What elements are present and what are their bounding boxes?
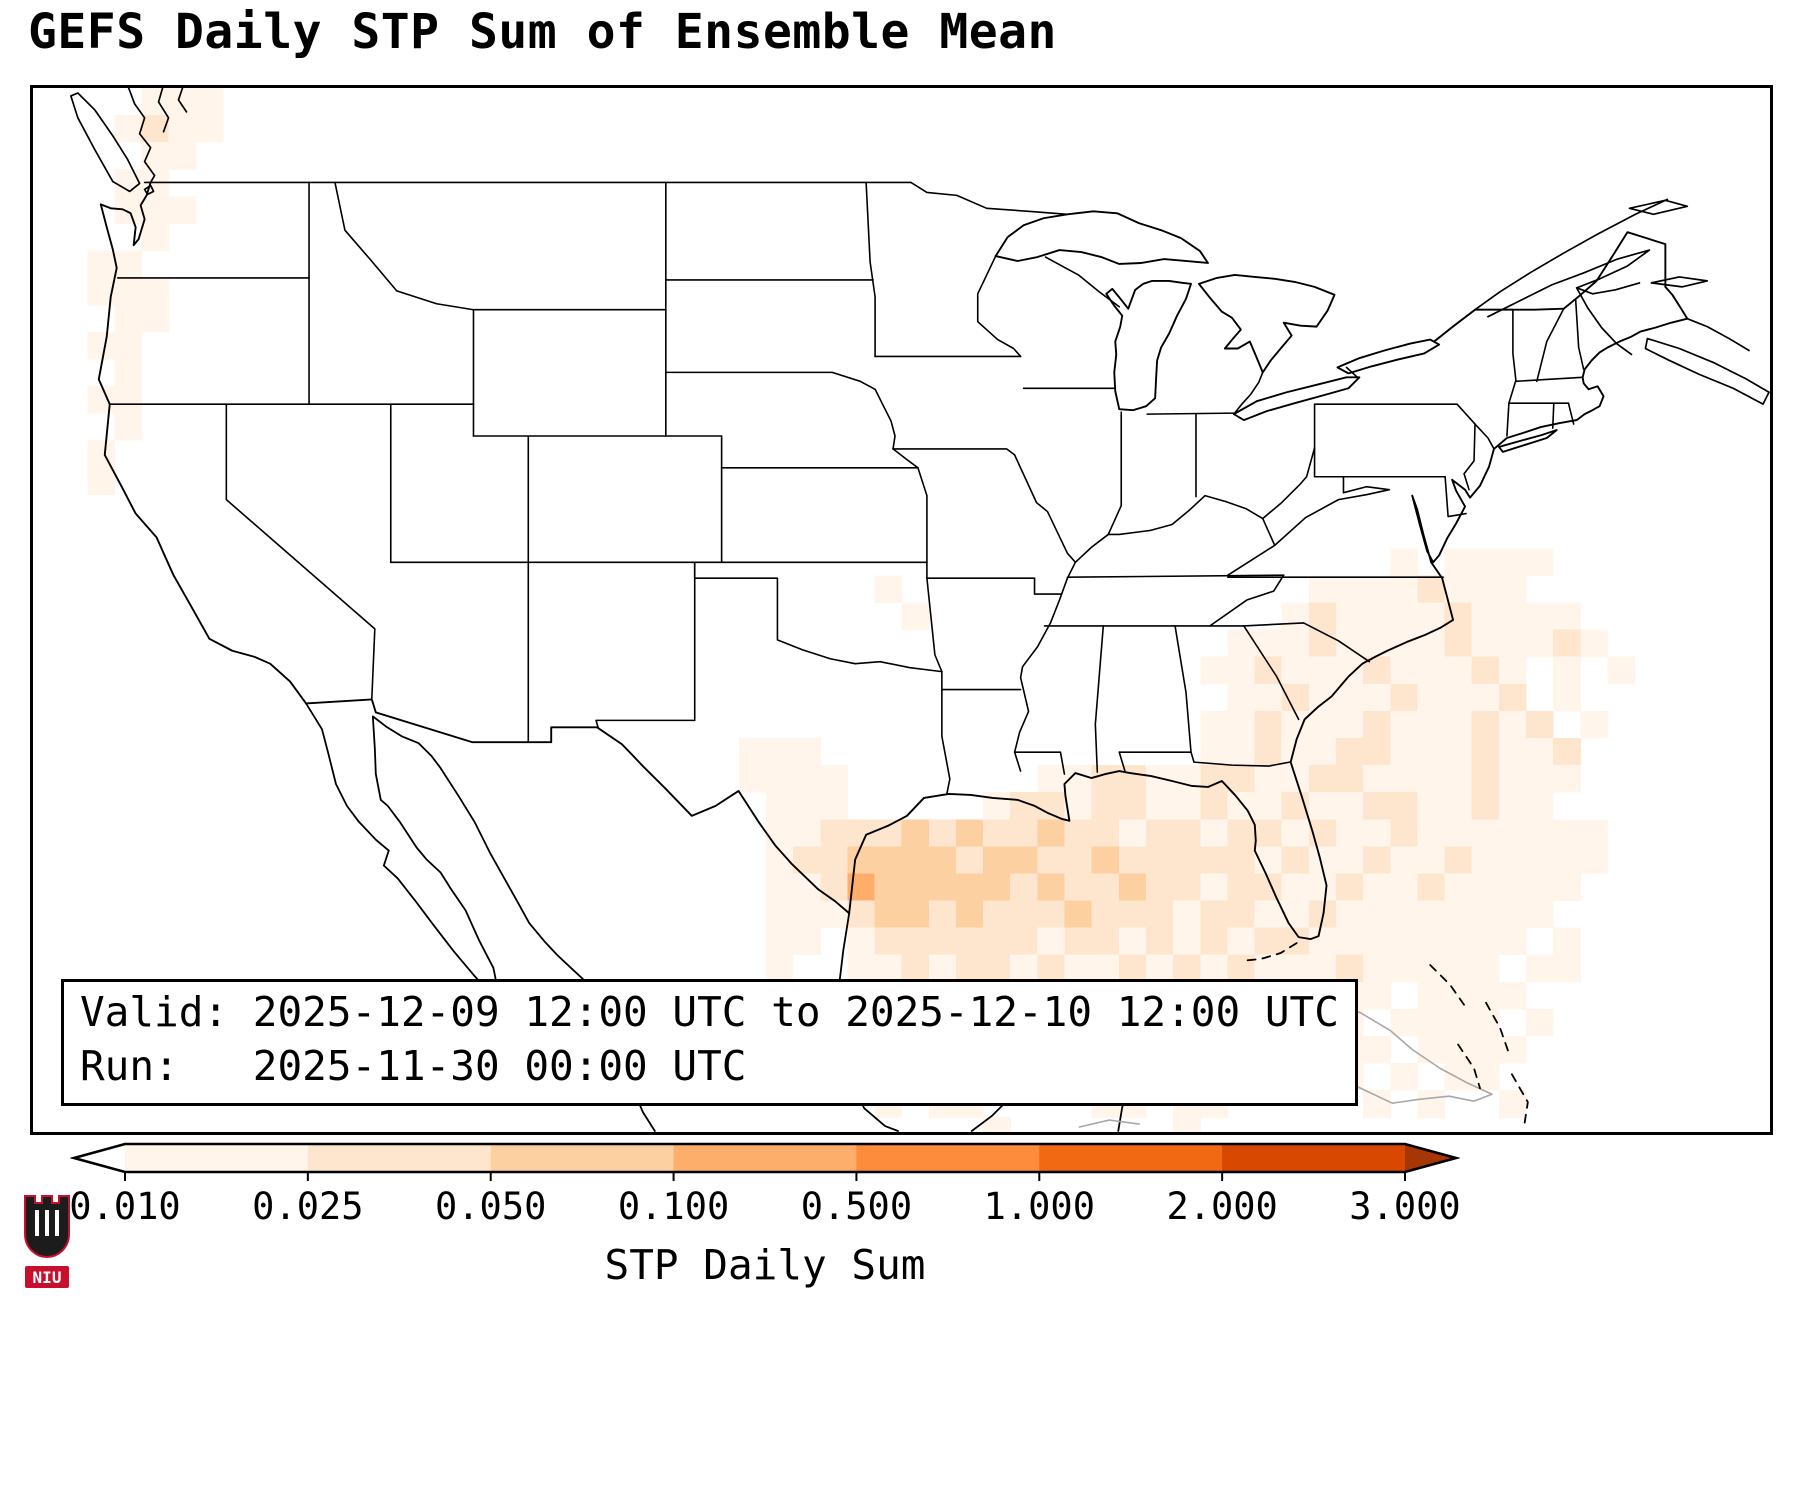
validity-info-box: Valid: 2025-12-09 12:00 UTC to 2025-12-1… [61, 979, 1358, 1106]
colorbar-tick-0.050: 0.050 [435, 1185, 547, 1228]
great-lakes [994, 210, 1441, 422]
page-title: GEFS Daily STP Sum of Ensemble Mean [28, 4, 1057, 60]
us-state-borders [108, 181, 1585, 795]
valid-time-line: Valid: 2025-12-09 12:00 UTC to 2025-12-1… [80, 988, 1339, 1037]
colorbar-tick-3.000: 3.000 [1349, 1185, 1461, 1228]
colorbar-tick-labels: 0.010 0.025 0.050 0.100 0.500 1.000 2.000 3.000 [69, 1183, 1461, 1233]
colorbar-wrap: 0.010 0.025 0.050 0.100 0.500 1.000 2.000 3.000… [69, 1141, 1461, 1289]
canada-coastline [70, 88, 1770, 406]
colorbar-tick-0.100: 0.100 [617, 1185, 730, 1228]
colorbar-tick-2.000: 2.000 [1166, 1185, 1278, 1228]
colorbar-label: STP Daily Sum [604, 1241, 926, 1289]
map-frame: Valid: 2025-12-09 12:00 UTC to 2025-12-1… [30, 85, 1773, 1135]
run-time-line: Run: 2025-11-30 00:00 UTC [80, 1041, 747, 1090]
niu-logo-text: NIU [33, 1268, 62, 1287]
colorbar-tick-1.000: 1.000 [983, 1185, 1095, 1228]
colorbar-tick-0.010: 0.010 [69, 1185, 181, 1228]
heatmap-cells [87, 88, 1636, 1132]
us-coastline [97, 181, 1689, 941]
niu-shield-icon: NIU [24, 1195, 70, 1288]
colorbar-tick-0.025: 0.025 [252, 1185, 364, 1228]
island-dashes [1239, 942, 1529, 1129]
colorbar [70, 1142, 1460, 1181]
colorbar-tick-0.500: 0.500 [800, 1185, 913, 1228]
niu-logo: NIU [20, 1192, 74, 1296]
conus-map [70, 88, 1770, 1132]
